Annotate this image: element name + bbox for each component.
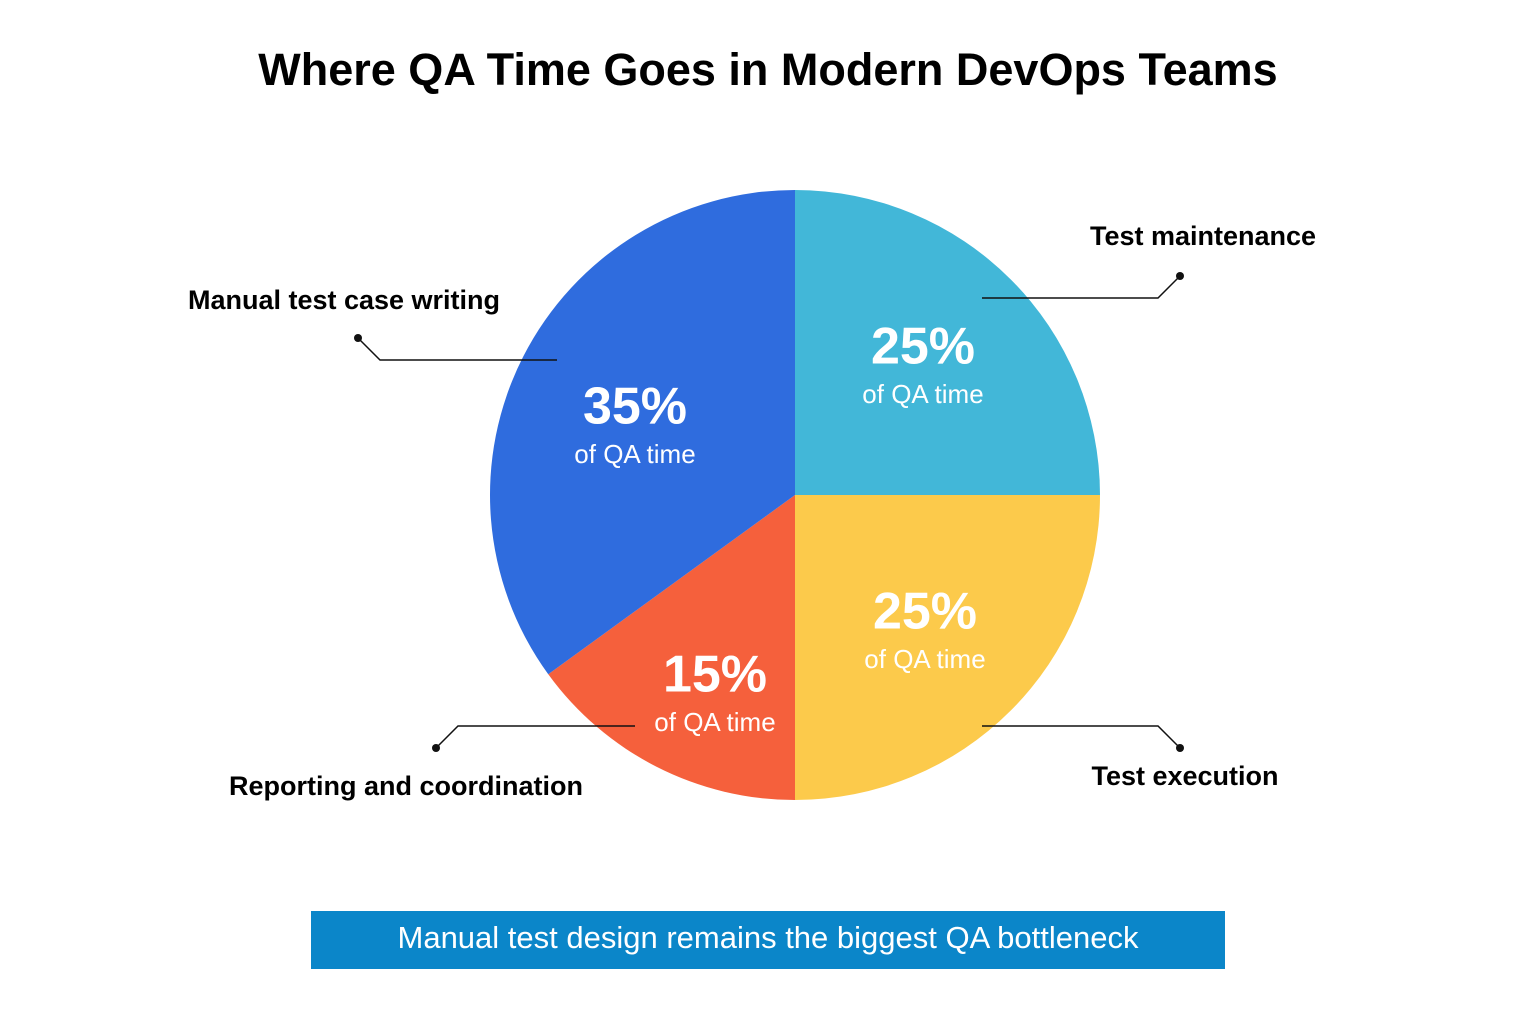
callout-dot <box>432 744 440 752</box>
pie-slice <box>548 495 795 800</box>
callout-dot <box>354 334 362 342</box>
callout-line <box>357 337 557 361</box>
note: Manual test design remains the biggest Q… <box>398 920 1139 955</box>
value-caption: of QA time <box>864 644 985 674</box>
pie-slice <box>490 189 795 675</box>
value-caption: of QA time <box>574 439 695 469</box>
value-label: 15% <box>663 646 767 704</box>
category-label: Manual test case writing <box>188 285 500 315</box>
value-label: 35% <box>583 378 687 436</box>
callout-line <box>982 725 1181 749</box>
category-label: Test execution <box>1091 761 1278 791</box>
category-label: Test maintenance <box>1090 221 1316 251</box>
pie-slice <box>795 495 1100 800</box>
value-label: 25% <box>871 318 975 376</box>
callout-dot <box>1176 272 1184 280</box>
value-caption: of QA time <box>862 379 983 409</box>
note-box <box>311 911 1225 969</box>
callout-line <box>982 275 1181 299</box>
value-label: 25% <box>873 583 977 641</box>
callout-dot <box>1176 744 1184 752</box>
pie-slice <box>795 190 1100 495</box>
value-caption: of QA time <box>654 707 775 737</box>
category-label: Reporting and coordination <box>229 771 583 801</box>
callout-line <box>435 725 635 749</box>
chart-title: Where QA Time Goes in Modern DevOps Team… <box>258 44 1277 95</box>
